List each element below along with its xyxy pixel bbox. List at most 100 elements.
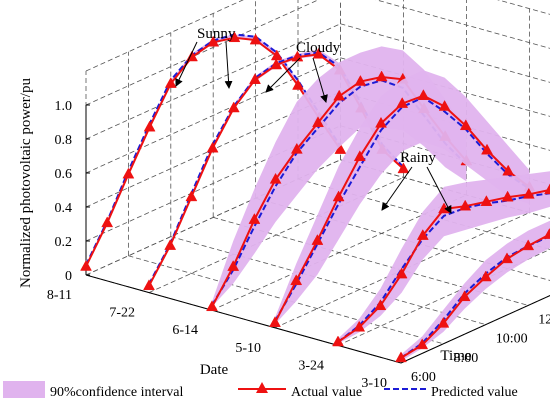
actual-point-3-24-9 xyxy=(395,267,408,279)
actual-point-6-14-8 xyxy=(248,213,261,224)
time-axis-label: Time xyxy=(440,348,471,364)
z-tick-label: 0 xyxy=(65,269,72,284)
tick-labels: 0 0.2 0.4 0.6 0.8 1.0 8-11 7-22 6-14 5-10 3-24 3-10… xyxy=(47,99,550,391)
z-tick-label: 0.4 xyxy=(55,201,73,216)
legend-label-actual: Actual value xyxy=(291,385,362,400)
time-tick-label: 12:00 xyxy=(538,312,550,327)
date-tick-label: 8-11 xyxy=(47,288,72,303)
actual-point-7-22-7 xyxy=(164,239,177,250)
legend-label-predicted: Predicted value xyxy=(431,385,518,400)
date-tick-label: 3-24 xyxy=(298,358,324,373)
z-tick-label: 0.8 xyxy=(55,133,73,148)
legend-label-ci: 90%confidence interval xyxy=(50,385,183,400)
actual-point-3-10-8 xyxy=(437,316,450,328)
actual-point-6-14-7 xyxy=(227,260,240,271)
actual-point-3-10-11 xyxy=(501,252,513,264)
actual-point-5-10-13 xyxy=(417,89,430,100)
actual-point-6-14-9 xyxy=(269,172,282,184)
actual-point-7-22-10 xyxy=(227,101,240,113)
date-axis-line xyxy=(85,274,402,364)
date-tick-label: 6-14 xyxy=(172,323,198,338)
grid-top-0 xyxy=(85,0,244,72)
actual-point-3-24-6 xyxy=(332,335,344,347)
axes xyxy=(85,104,550,364)
ci-band-3-24 xyxy=(338,171,550,344)
actual-point-8-11-12 xyxy=(207,35,220,47)
actual-point-8-11-7 xyxy=(101,216,114,228)
time-tick-label: 10:00 xyxy=(496,332,528,347)
actual-point-8-11-8 xyxy=(122,167,135,179)
axis-titles: Normalized photovoltaic power/pu Date Ti… xyxy=(18,78,472,378)
z-tick-label: 0.6 xyxy=(55,167,73,182)
actual-point-5-10-12 xyxy=(396,97,409,108)
arrow-cloudy-2 xyxy=(312,57,328,103)
date-tick-label: 3-10 xyxy=(361,376,387,391)
series-layer xyxy=(80,31,550,363)
actual-point-3-24-15 xyxy=(522,187,535,199)
annotation-cloudy: Cloudy xyxy=(296,40,341,56)
actual-point-3-10-7 xyxy=(416,338,429,350)
actual-point-5-10-17 xyxy=(502,164,515,176)
actual-point-7-22-8 xyxy=(185,190,198,202)
actual-point-5-10-8 xyxy=(311,234,324,245)
actual-point-7-22-12 xyxy=(270,58,283,70)
actual-point-3-24-12 xyxy=(459,199,472,211)
date-tick-label: 5-10 xyxy=(235,341,261,356)
z-axis-label: Normalized photovoltaic power/pu xyxy=(18,78,34,288)
actual-point-3-24-10 xyxy=(416,229,429,240)
actual-point-5-10-15 xyxy=(459,119,472,131)
actual-point-6-14-10 xyxy=(290,142,303,154)
annotation-sunny: Sunny xyxy=(197,26,236,42)
grid-floor-t-10 xyxy=(170,236,486,325)
actual-point-3-24-8 xyxy=(374,299,387,311)
actual-point-7-22-14 xyxy=(312,47,325,59)
arrow-rainy-2 xyxy=(426,166,452,214)
grid-side-z-0.6 xyxy=(340,57,550,117)
actual-point-8-11-10 xyxy=(164,77,177,88)
time-tick-label: 8:00 xyxy=(453,351,478,366)
actual-point-6-14-11 xyxy=(312,116,324,128)
actual-point-6-14-14 xyxy=(375,70,388,82)
actual-point-7-22-6 xyxy=(143,279,155,291)
actual-point-3-10-13 xyxy=(543,228,550,239)
time-axis-line xyxy=(400,294,550,364)
actual-point-5-10-10 xyxy=(353,150,366,162)
actual-point-7-22-18 xyxy=(397,162,410,174)
time-tick-label: 6:00 xyxy=(411,370,436,385)
actual-point-5-10-16 xyxy=(481,143,493,155)
actual-point-6-14-13 xyxy=(354,74,367,86)
actual-point-3-24-14 xyxy=(501,190,514,202)
actual-point-8-11-6 xyxy=(80,259,92,271)
date-tick-label: 7-22 xyxy=(109,306,135,321)
actual-point-5-10-11 xyxy=(375,116,387,128)
z-tick-label: 1.0 xyxy=(55,99,73,114)
arrow-sunny-2 xyxy=(224,41,233,89)
actual-point-5-10-14 xyxy=(438,99,451,111)
actual-point-5-10-9 xyxy=(332,190,345,202)
actual-point-7-22-9 xyxy=(206,141,219,153)
grid-back-z-0.6 xyxy=(85,57,341,174)
actual-point-3-10-9 xyxy=(458,290,471,302)
grid-top-1 xyxy=(497,0,550,15)
annotations: Sunny Cloudy Rainy xyxy=(175,26,452,214)
arrow-cloudy-1 xyxy=(265,57,301,93)
arrow-rainy-1 xyxy=(381,166,413,211)
z-tick-label: 0.2 xyxy=(55,235,73,250)
grid-side-z-0.8 xyxy=(340,23,550,83)
annotation-rainy: Rainy xyxy=(400,150,436,166)
actual-point-3-24-7 xyxy=(353,320,366,332)
actual-point-3-24-16 xyxy=(544,183,550,195)
grid-side-z-1.0 xyxy=(375,0,550,49)
actual-point-8-11-14 xyxy=(249,33,262,45)
actual-point-8-11-16 xyxy=(292,78,304,90)
ci-band-5-10 xyxy=(275,70,530,325)
actual-point-5-10-7 xyxy=(290,274,303,286)
actual-point-3-10-12 xyxy=(522,239,535,251)
actual-point-6-14-12 xyxy=(333,89,346,101)
actual-point-8-11-13 xyxy=(228,31,241,43)
date-axis-label: Date xyxy=(200,362,229,378)
actual-point-6-14-6 xyxy=(206,300,218,312)
arrow-sunny-1 xyxy=(175,41,198,87)
legend-swatch-ci xyxy=(3,381,45,398)
actual-point-5-10-6 xyxy=(269,316,281,327)
